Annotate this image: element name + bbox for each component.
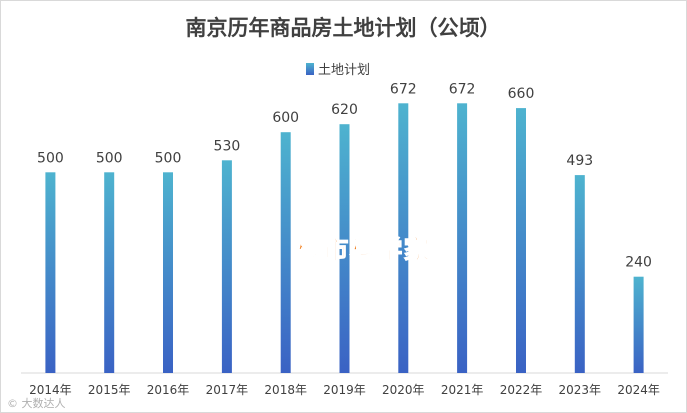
bar-2024年: [633, 276, 644, 373]
data-label-2016年: 500: [155, 150, 182, 166]
legend-label: 土地计划: [318, 63, 370, 78]
legend-swatch: [306, 63, 314, 75]
bar-group: [45, 103, 644, 374]
data-label-group: 500 500 500 530 600 620 672 672 660 493 240: [37, 81, 652, 270]
bar-2021年: [457, 103, 468, 374]
x-tick-label-2024年: 2024年: [617, 383, 660, 397]
data-label-2014年: 500: [37, 150, 64, 166]
x-tick-label-2017年: 2017年: [206, 383, 249, 397]
bar-2020年: [398, 103, 409, 374]
data-label-2021年: 672: [449, 81, 476, 97]
bar-2023年: [574, 175, 585, 373]
watermark: 楼市科学家: [295, 235, 430, 266]
data-label-2022年: 660: [508, 86, 535, 102]
x-tick-label-2020年: 2020年: [382, 383, 425, 397]
x-tick-label-2015年: 2015年: [88, 383, 131, 397]
x-tick-label-2018年: 2018年: [264, 383, 307, 397]
x-tick-label-2022年: 2022年: [500, 383, 543, 397]
data-label-2024年: 240: [625, 255, 652, 271]
bar-2022年: [516, 108, 526, 373]
bar-2014年: [45, 172, 56, 373]
x-tick-label-2021年: 2021年: [441, 383, 484, 397]
bar-2017年: [221, 160, 232, 373]
data-label-2015年: 500: [96, 150, 123, 166]
chart-title: 南京历年商品房土地计划（公顷）: [186, 15, 501, 40]
bar-2016年: [163, 172, 173, 373]
x-tick-label-2016年: 2016年: [147, 383, 190, 397]
data-label-2019年: 620: [331, 102, 358, 118]
x-tick-label-2019年: 2019年: [323, 383, 366, 397]
data-label-2023年: 493: [566, 153, 593, 169]
data-label-2017年: 530: [214, 138, 241, 154]
legend: 土地计划: [306, 63, 370, 78]
bar-2019年: [339, 124, 350, 373]
data-label-2018年: 600: [272, 110, 299, 126]
data-label-2020年: 672: [390, 81, 417, 97]
x-tick-label-group: 2014年 2015年 2016年 2017年 2018年 2019年 2020年 2021年…: [29, 383, 660, 397]
x-tick-label-2014年: 2014年: [29, 383, 72, 397]
x-tick-label-2023年: 2023年: [559, 383, 602, 397]
corner-watermark: © 大数达人: [7, 396, 66, 410]
bar-2015年: [104, 172, 115, 373]
bar-2018年: [280, 132, 291, 373]
